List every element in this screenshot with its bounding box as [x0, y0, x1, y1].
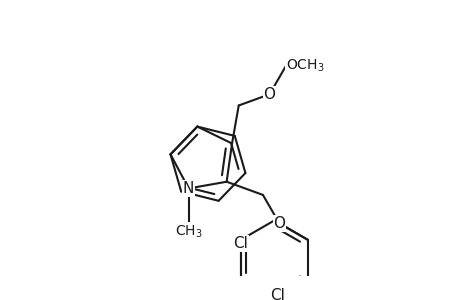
Text: Cl: Cl: [233, 236, 248, 251]
Text: O: O: [263, 87, 275, 102]
Text: OCH$_3$: OCH$_3$: [285, 58, 324, 74]
Text: CH$_3$: CH$_3$: [174, 223, 202, 240]
Text: O: O: [273, 216, 285, 231]
Text: N: N: [183, 181, 194, 196]
Text: Cl: Cl: [269, 288, 285, 300]
